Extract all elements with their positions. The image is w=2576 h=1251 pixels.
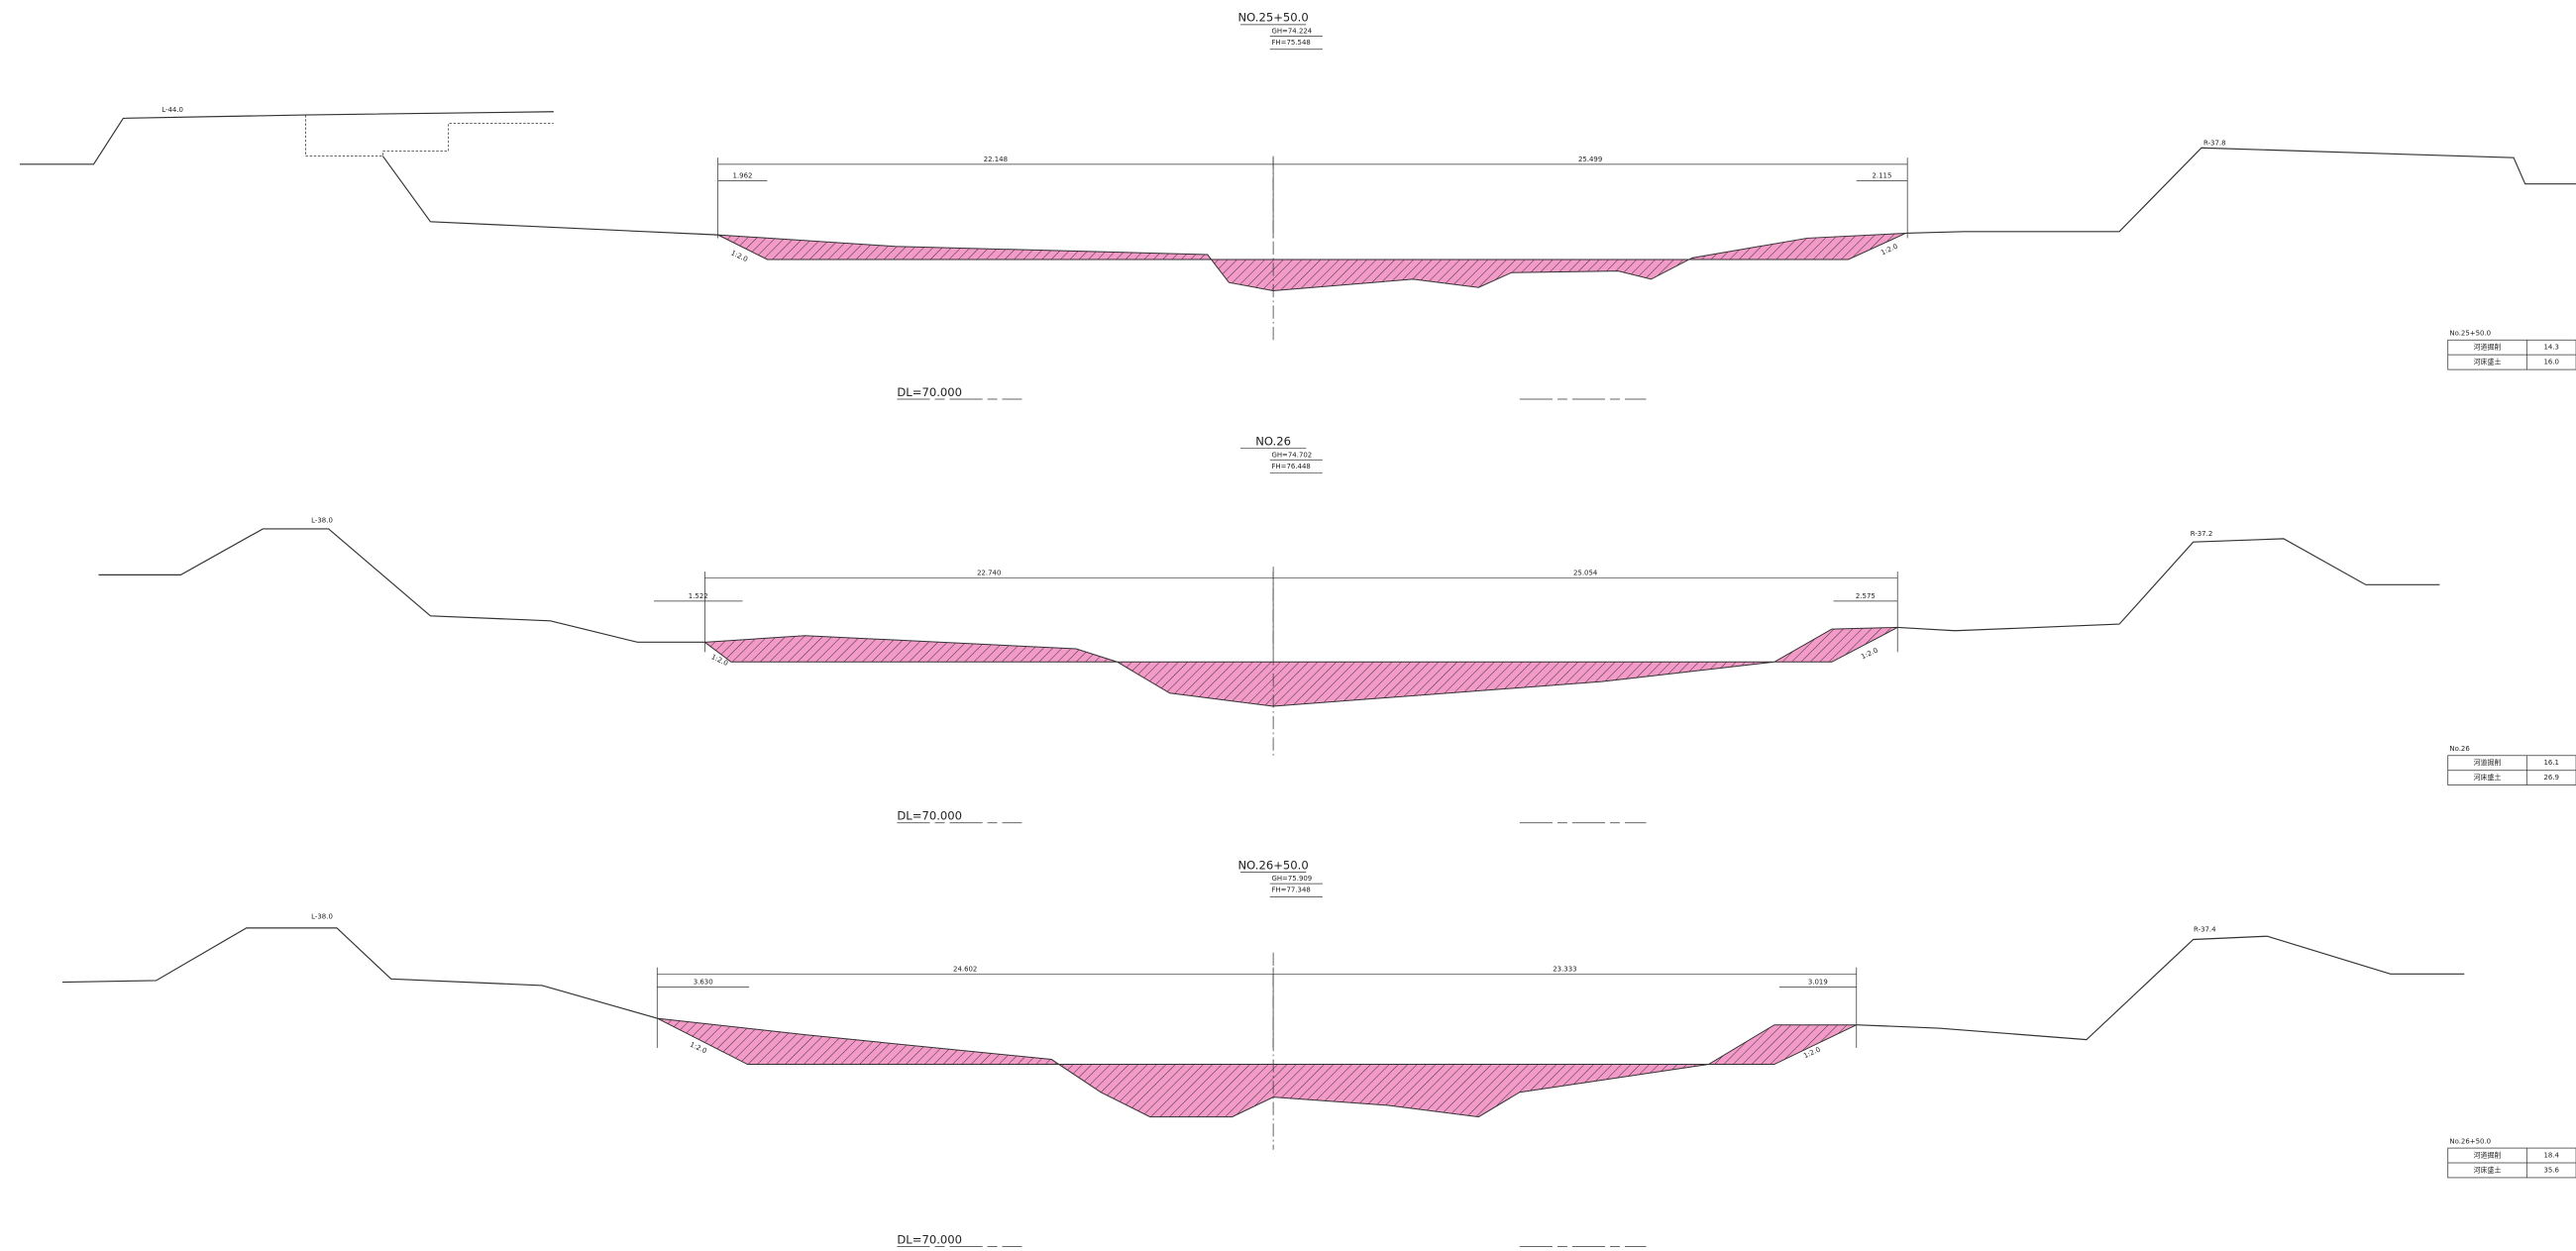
- table-item: 河床盛土: [2474, 773, 2502, 782]
- ground-line: [1897, 538, 2440, 632]
- ground-line: [62, 927, 658, 1019]
- table-value: 16.1: [2543, 759, 2558, 767]
- dimension-label: 25.054: [1573, 570, 1598, 577]
- table-item: 河道掘削: [2474, 343, 2502, 352]
- structure: [305, 115, 554, 156]
- left-label: L-38.0: [311, 912, 333, 920]
- dimension-label: 22.148: [984, 156, 1008, 163]
- fh-label: FH=76.448: [1271, 463, 1310, 470]
- dimension-label: 3.630: [694, 979, 713, 987]
- table-value: 14.3: [2543, 344, 2558, 352]
- cut-fill-area: [702, 626, 1898, 707]
- section-title: NO.26+50.0: [1237, 858, 1308, 872]
- right-label: R-37.2: [2191, 530, 2213, 538]
- cut-fill-area: [717, 232, 1906, 292]
- table-value: 26.9: [2543, 774, 2558, 782]
- fh-label: FH=77.348: [1271, 886, 1310, 894]
- dimension-label: 23.333: [1553, 965, 1576, 973]
- fh-label: FH=75.548: [1271, 39, 1310, 47]
- ground-line: [381, 156, 718, 236]
- slope-label: 1:2.0: [1879, 243, 1899, 258]
- table-station: No.25+50.0: [2449, 330, 2491, 338]
- table-value: 16.0: [2543, 359, 2558, 366]
- left-label: L-44.0: [161, 106, 183, 114]
- gh-label: GH=75.909: [1271, 875, 1312, 883]
- slope-label: 1:2.0: [1860, 647, 1879, 662]
- ground-line: [1905, 147, 2576, 235]
- datum-label: DL=70.000: [897, 809, 962, 823]
- table-item: 河床盛土: [2474, 358, 2502, 366]
- dimension-label: 24.602: [953, 965, 977, 973]
- right-label: R-37.4: [2194, 926, 2216, 934]
- gh-label: GH=74.224: [1271, 28, 1312, 36]
- dimension-label: 22.740: [977, 570, 1001, 577]
- table-station: No.26+50.0: [2449, 1137, 2491, 1145]
- dimension-label: 25.499: [1578, 156, 1602, 163]
- dimension-label: 1.522: [689, 592, 708, 600]
- slope-label: 1:2.0: [729, 249, 749, 263]
- cut-fill-area: [657, 1017, 1857, 1118]
- dimension-label: 2.115: [1873, 171, 1892, 179]
- datum-label: DL=70.000: [897, 385, 962, 399]
- left-label: L-38.0: [311, 517, 333, 525]
- right-label: R-37.8: [2203, 139, 2226, 147]
- table-item: 河床盛土: [2474, 1165, 2502, 1174]
- cross-section: 22.148 25.499 1.962 2.115 1:2.0 1:2.0 L-44.0 R-…: [19, 11, 2576, 400]
- ground-line: [98, 528, 705, 643]
- table-value: 18.4: [2543, 1152, 2559, 1160]
- sheet: 22.148 25.499 1.962 2.115 1:2.0 1:2.0 L-44.0 R-…: [19, 11, 2576, 1247]
- table-station: No.26: [2449, 745, 2469, 753]
- section-title: NO.25+50.0: [1237, 11, 1308, 25]
- gh-label: GH=74.702: [1271, 451, 1312, 459]
- section-title: NO.26: [1255, 435, 1291, 449]
- datum-label: DL=70.000: [897, 1232, 962, 1246]
- ground-line: [1856, 935, 2465, 1041]
- table-value: 35.6: [2543, 1166, 2558, 1174]
- table-item: 河道掘削: [2474, 758, 2502, 767]
- table-item: 河道掘削: [2474, 1151, 2502, 1160]
- dimension-label: 2.575: [1856, 592, 1876, 600]
- dimension-label: 3.019: [1808, 979, 1828, 987]
- dimension-label: 1.962: [733, 171, 753, 179]
- ground-line: [19, 111, 554, 165]
